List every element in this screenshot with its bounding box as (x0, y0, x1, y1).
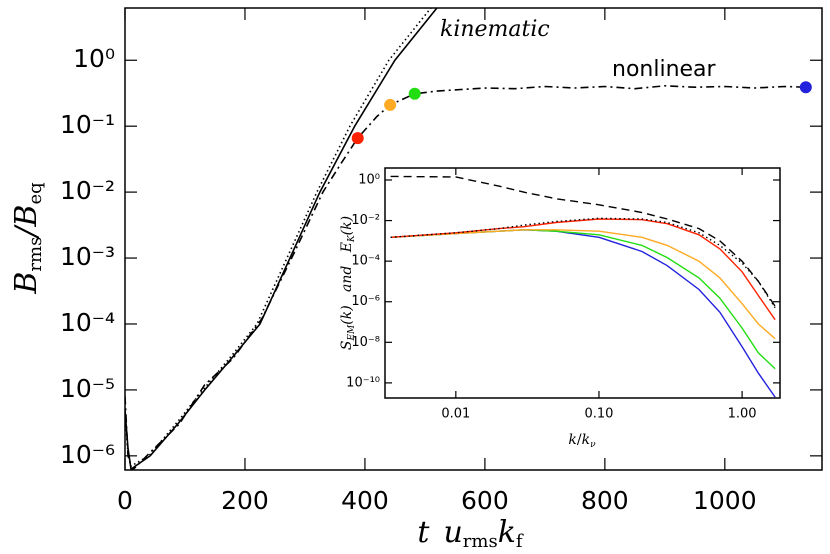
inset-x-axis-label: k/kν (568, 432, 596, 450)
label-part: K (347, 234, 357, 243)
y-tick-label: 10⁻¹ (60, 110, 115, 139)
x-tick-label: 0.10 (584, 407, 613, 422)
x-tick-label: 1.00 (728, 407, 757, 422)
y-axis-label: Brms/Beq (9, 182, 46, 294)
marker (384, 98, 397, 111)
y-tick-label: 10⁻³ (60, 242, 115, 271)
y-tick-label: 10⁻⁶ (60, 440, 115, 469)
label-part: rms (25, 237, 46, 272)
x-tick-label: 400 (341, 486, 389, 515)
plot-frame (124, 7, 823, 471)
marker (799, 81, 812, 94)
label-part: (k) (339, 216, 355, 235)
y-tick-label: 10⁰ (358, 172, 380, 187)
y-tick-label: 10⁻⁶ (351, 294, 380, 309)
label-part: rms (463, 531, 498, 552)
label-part: B (9, 272, 44, 295)
label-part: k (568, 432, 576, 448)
annotation: kinematic (440, 17, 550, 42)
series-line (390, 217, 776, 309)
inset-chart: 0.01 0.10 1.00 10⁻¹⁰ 10⁻⁸ 10⁻⁶ 10⁻⁴ 10⁻² 10⁰ (346, 167, 781, 422)
label-part: k (498, 515, 516, 550)
marker (408, 87, 421, 100)
main-chart: 0 200 400 600 800 1000 10⁻⁶ 10⁻⁵ 10⁻⁴ 10⁻³ 10⁻² 10⁻… (60, 7, 823, 515)
inset-y-axis-label: SEM(k) and EK(k) (339, 216, 357, 350)
label-part: u (443, 515, 462, 550)
label-part: f (516, 531, 524, 552)
x-tick-label: 0 (117, 486, 133, 515)
label-part: eq (25, 182, 46, 204)
label-part: / (9, 224, 44, 240)
label-part: ν (590, 440, 596, 450)
y-tick-label: 10⁻⁴ (351, 254, 380, 269)
y-tick-label: 10⁻⁴ (60, 308, 115, 337)
series-line (390, 175, 776, 307)
marker (351, 132, 364, 145)
x-tick-label: 600 (461, 486, 509, 515)
x-tick-label: 800 (581, 486, 629, 515)
series-line (125, 8, 432, 468)
y-tick-label: 10⁻⁵ (60, 374, 115, 403)
label-part: E (339, 242, 355, 253)
y-tick-label: 10⁻² (60, 176, 115, 205)
label-part: EM (347, 324, 357, 342)
series-line (390, 229, 776, 340)
label-part: (k) and (339, 252, 355, 324)
y-tick-label: 10⁻¹⁰ (346, 375, 380, 390)
y-tick-label: 10⁻² (351, 213, 380, 228)
x-axis-label: t urmskf (417, 515, 524, 552)
label-part: / (577, 432, 582, 448)
plot-frame (384, 167, 781, 399)
label-part: k (582, 432, 590, 448)
label-part: S (339, 341, 355, 351)
label-part: t (417, 515, 430, 550)
y-tick-label: 10⁰ (73, 44, 115, 73)
x-tick-label: 0.01 (441, 407, 470, 422)
x-tick-label: 1000 (693, 486, 757, 515)
inset-background (385, 168, 780, 398)
label-part: B (9, 205, 44, 228)
y-tick-label: 10⁻⁸ (351, 335, 380, 350)
x-tick-label: 200 (221, 486, 269, 515)
annotation: nonlinear (612, 57, 717, 82)
